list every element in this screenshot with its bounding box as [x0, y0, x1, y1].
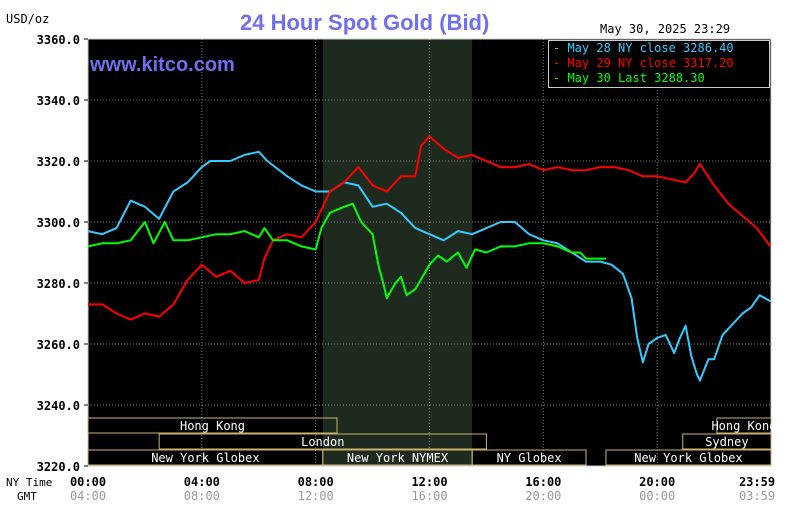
session-label: New York Globex [151, 451, 259, 465]
y-tick-label: 3340.0 [37, 94, 80, 108]
session-box [471, 449, 587, 466]
x-tick-label-ny: 16:00 [525, 475, 561, 489]
x-tick-label-ny: 23:59 [739, 475, 775, 489]
session-box [716, 417, 772, 434]
ny-time-row-label: NY Time [6, 476, 52, 489]
session-box [87, 417, 338, 434]
x-axis-ticks: 00:00 04:00 08:00 12:00 16:00 20:00 23:5904:00… [70, 475, 775, 503]
x-tick-label-gmt: 16:00 [411, 489, 447, 503]
x-tick-label-ny: 20:00 [639, 475, 675, 489]
x-tick-label-ny: 12:00 [411, 475, 447, 489]
x-tick-label-gmt: 00:00 [639, 489, 675, 503]
series-line [87, 202, 606, 300]
session-label: London [301, 435, 344, 449]
y-tick-label: 3280.0 [37, 277, 80, 291]
gmt-row-label: GMT [17, 490, 37, 503]
session-box [158, 433, 487, 450]
x-tick-label-gmt: 04:00 [70, 489, 106, 503]
legend-entry-may30: - May 30 Last 3288.30 [553, 71, 705, 85]
y-tick-label: 3220.0 [37, 460, 80, 474]
y-tick-label: 3260.0 [37, 338, 80, 352]
trading-sessions: Hong Kong Hong Kong London Sydney New York G… [87, 417, 776, 466]
session-box [682, 433, 772, 450]
y-axis-ticks: 3360.0 3340.0 3320.0 3300.0 3280.0 3260.0 3240… [37, 33, 88, 474]
nymex-session-shade [323, 39, 472, 466]
series-line [87, 150, 771, 382]
session-label: Hong Kong [180, 419, 245, 433]
y-tick-label: 3240.0 [37, 399, 80, 413]
x-tick-label-gmt: 12:00 [298, 489, 334, 503]
timestamp: May 30, 2025 23:29 [600, 22, 731, 36]
x-tick-label-gmt: 20:00 [525, 489, 561, 503]
x-tick-label-ny: 04:00 [184, 475, 220, 489]
legend: - May 28 NY close 3286.40 - May 29 NY cl… [548, 40, 770, 88]
grid-lines [87, 38, 772, 467]
session-box [605, 449, 772, 466]
y-tick-label: 3320.0 [37, 155, 80, 169]
session-label: Hong Kong [711, 419, 776, 433]
legend-entry-may28: - May 28 NY close 3286.40 [553, 41, 734, 55]
x-tick-label-ny: 08:00 [298, 475, 334, 489]
y-tick-label: 3300.0 [37, 216, 80, 230]
session-label: New York Globex [634, 451, 742, 465]
x-tick-label-ny: 00:00 [70, 475, 106, 489]
plot-border [87, 38, 772, 467]
session-label: New York NYMEX [347, 451, 449, 465]
session-label: NY Globex [497, 451, 562, 465]
session-label: Sydney [705, 435, 748, 449]
y-tick-label: 3360.0 [37, 33, 80, 47]
legend-entry-may29: - May 29 NY close 3317.20 [553, 56, 734, 70]
price-series [87, 135, 772, 382]
site-watermark: www.kitco.com [90, 54, 235, 76]
x-tick-label-gmt: 03:59 [739, 489, 775, 503]
chart-title: 24 Hour Spot Gold (Bid) [240, 10, 490, 35]
series-line [88, 135, 772, 321]
x-tick-label-gmt: 08:00 [184, 489, 220, 503]
units-label: USD/oz [6, 12, 50, 26]
